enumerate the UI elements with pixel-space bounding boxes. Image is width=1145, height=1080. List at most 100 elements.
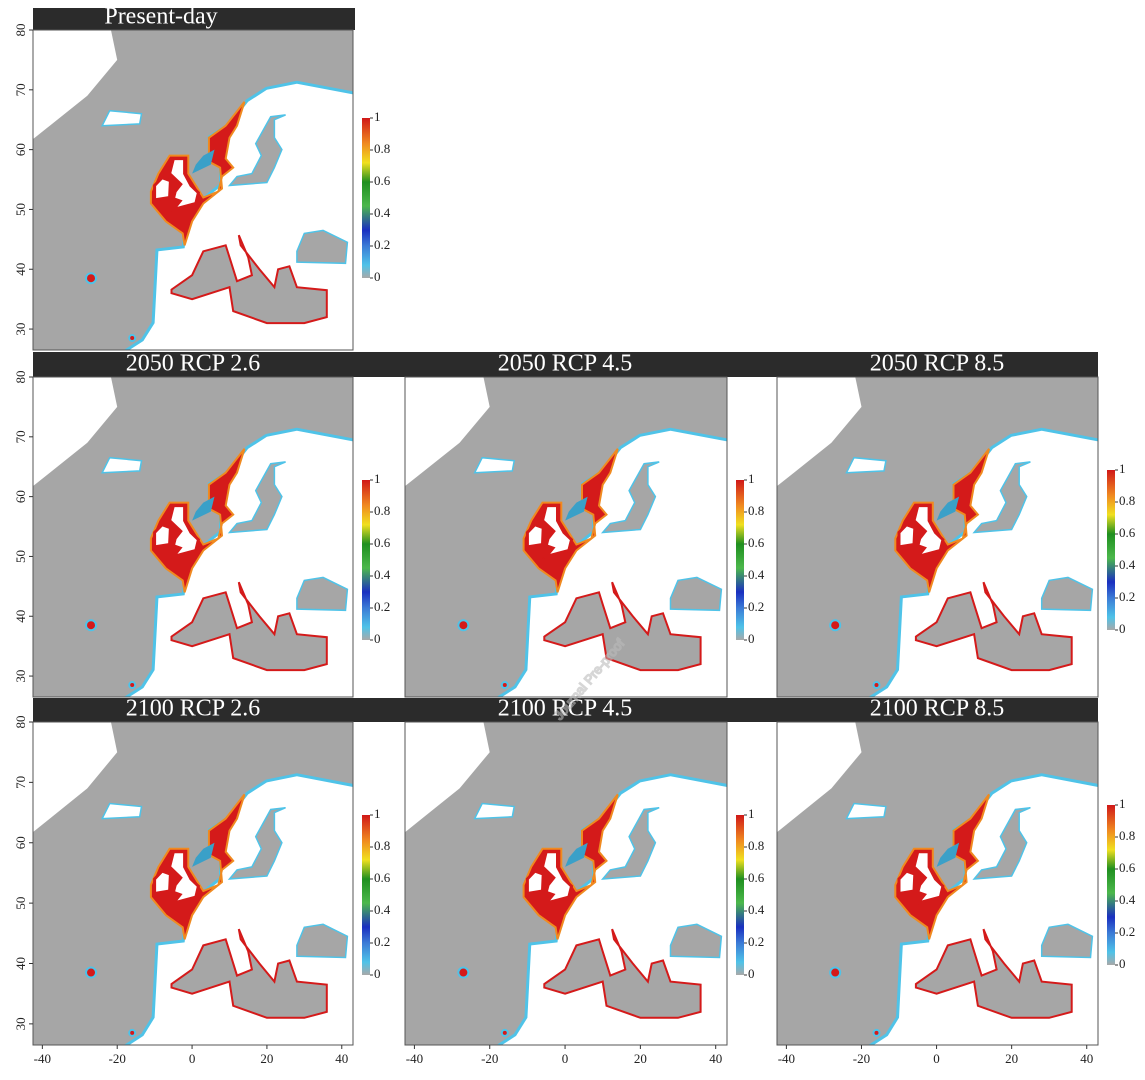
- colorbar-tick-label: 0: [374, 966, 381, 981]
- colorbar-tick-label: 0: [374, 269, 381, 284]
- land: [102, 111, 141, 126]
- colorbar-tick-label: 1: [748, 806, 755, 821]
- x-tick-label: 0: [933, 1051, 940, 1066]
- colorbar-tick-label: 0.6: [374, 173, 391, 188]
- colorbar-tick-label: 0.6: [374, 870, 391, 885]
- x-tick-label: 20: [1005, 1051, 1018, 1066]
- colorbar-tick-label: 1: [1119, 461, 1126, 476]
- map: [27, 371, 360, 700]
- colorbar-tick-label: 0: [1119, 621, 1126, 636]
- colorbar-tick-label: 0.2: [748, 599, 764, 614]
- x-tick-label: 20: [260, 1051, 273, 1066]
- land: [155, 871, 171, 893]
- colorbar-tick-label: 0: [748, 631, 755, 646]
- land: [899, 871, 915, 893]
- land: [527, 871, 543, 893]
- y-tick-label: 30: [13, 670, 28, 683]
- islands: [129, 335, 135, 341]
- colorbar-tick-label: 0.4: [374, 567, 391, 582]
- colorbar-tick-label: 1: [374, 109, 381, 124]
- land: [102, 458, 141, 473]
- land: [155, 178, 171, 200]
- colorbar-tick-label: 0.2: [1119, 589, 1135, 604]
- y-tick-label: 40: [13, 610, 28, 623]
- colorbar-tick-label: 0.8: [1119, 493, 1135, 508]
- colorbar-tick-label: 1: [374, 471, 381, 486]
- colorbar-tick-label: 1: [748, 471, 755, 486]
- x-tick-label: 20: [634, 1051, 647, 1066]
- land: [102, 804, 141, 819]
- land: [527, 525, 543, 547]
- colorbar: [736, 815, 744, 975]
- y-tick-label: 70: [13, 430, 28, 443]
- panel-title: 2100 RCP 8.5: [870, 696, 1004, 722]
- map: [27, 716, 360, 1048]
- y-tick-label: 70: [13, 776, 28, 789]
- colorbar-tick-label: 0.4: [374, 902, 391, 917]
- colorbar-tick-label: 0.4: [374, 205, 391, 220]
- colorbar: [362, 118, 370, 278]
- land: [155, 525, 171, 547]
- land: [475, 804, 515, 819]
- colorbar-tick-label: 0.6: [1119, 525, 1136, 540]
- panel-title: Present-day: [104, 4, 217, 30]
- islands: [502, 1030, 508, 1036]
- y-tick-label: 50: [13, 550, 28, 563]
- map: [771, 371, 1105, 700]
- islands: [458, 968, 468, 978]
- colorbar: [362, 815, 370, 975]
- colorbar-tick-label: 0.8: [374, 141, 390, 156]
- colorbar-tick-label: 0.8: [748, 503, 764, 518]
- colorbar-tick-label: 0.6: [748, 535, 765, 550]
- colorbar-tick-label: 0.2: [374, 599, 390, 614]
- panel-title: 2050 RCP 8.5: [870, 351, 1004, 377]
- islands: [129, 682, 135, 688]
- y-tick-label: 80: [13, 716, 28, 729]
- colorbar-tick-label: 0.4: [1119, 892, 1136, 907]
- map: [27, 24, 360, 353]
- x-tick-label: -20: [109, 1051, 126, 1066]
- x-tick-label: 0: [189, 1051, 196, 1066]
- islands: [129, 1030, 135, 1036]
- colorbar: [1107, 470, 1115, 630]
- y-tick-label: 60: [13, 490, 28, 503]
- map: [771, 716, 1105, 1048]
- islands: [86, 968, 96, 978]
- x-tick-label: -40: [406, 1051, 423, 1066]
- islands: [86, 620, 96, 630]
- y-tick-label: 30: [13, 1017, 28, 1030]
- y-tick-label: 50: [13, 203, 28, 216]
- islands: [86, 273, 96, 283]
- colorbar: [1107, 805, 1115, 965]
- colorbar-tick-label: 0: [1119, 956, 1126, 971]
- map: [399, 371, 734, 700]
- figure: Present-day30405060708000.20.40.60.81205…: [0, 0, 1145, 1075]
- colorbar-tick-label: 0.4: [748, 902, 765, 917]
- x-tick-label: -40: [34, 1051, 51, 1066]
- y-tick-label: 40: [13, 263, 28, 276]
- colorbar-tick-label: 0.6: [748, 870, 765, 885]
- x-tick-label: -20: [481, 1051, 498, 1066]
- colorbar-tick-label: 0.8: [374, 838, 390, 853]
- colorbar-tick-label: 0.2: [374, 934, 390, 949]
- y-tick-label: 30: [13, 323, 28, 336]
- colorbar-tick-label: 0.6: [374, 535, 391, 550]
- x-tick-label: 40: [709, 1051, 722, 1066]
- y-tick-label: 60: [13, 143, 28, 156]
- colorbar: [736, 480, 744, 640]
- colorbar: [362, 480, 370, 640]
- islands: [830, 968, 840, 978]
- islands: [873, 1030, 879, 1036]
- y-tick-label: 70: [13, 83, 28, 96]
- land: [847, 458, 886, 473]
- colorbar-tick-label: 0.8: [748, 838, 764, 853]
- map: [399, 716, 734, 1048]
- x-tick-label: 40: [1080, 1051, 1093, 1066]
- colorbar-tick-label: 0.2: [748, 934, 764, 949]
- islands: [873, 682, 879, 688]
- islands: [830, 620, 840, 630]
- colorbar-tick-label: 1: [1119, 796, 1126, 811]
- colorbar-tick-label: 1: [374, 806, 381, 821]
- panel-title: 2050 RCP 2.6: [126, 351, 260, 377]
- x-tick-label: -40: [778, 1051, 795, 1066]
